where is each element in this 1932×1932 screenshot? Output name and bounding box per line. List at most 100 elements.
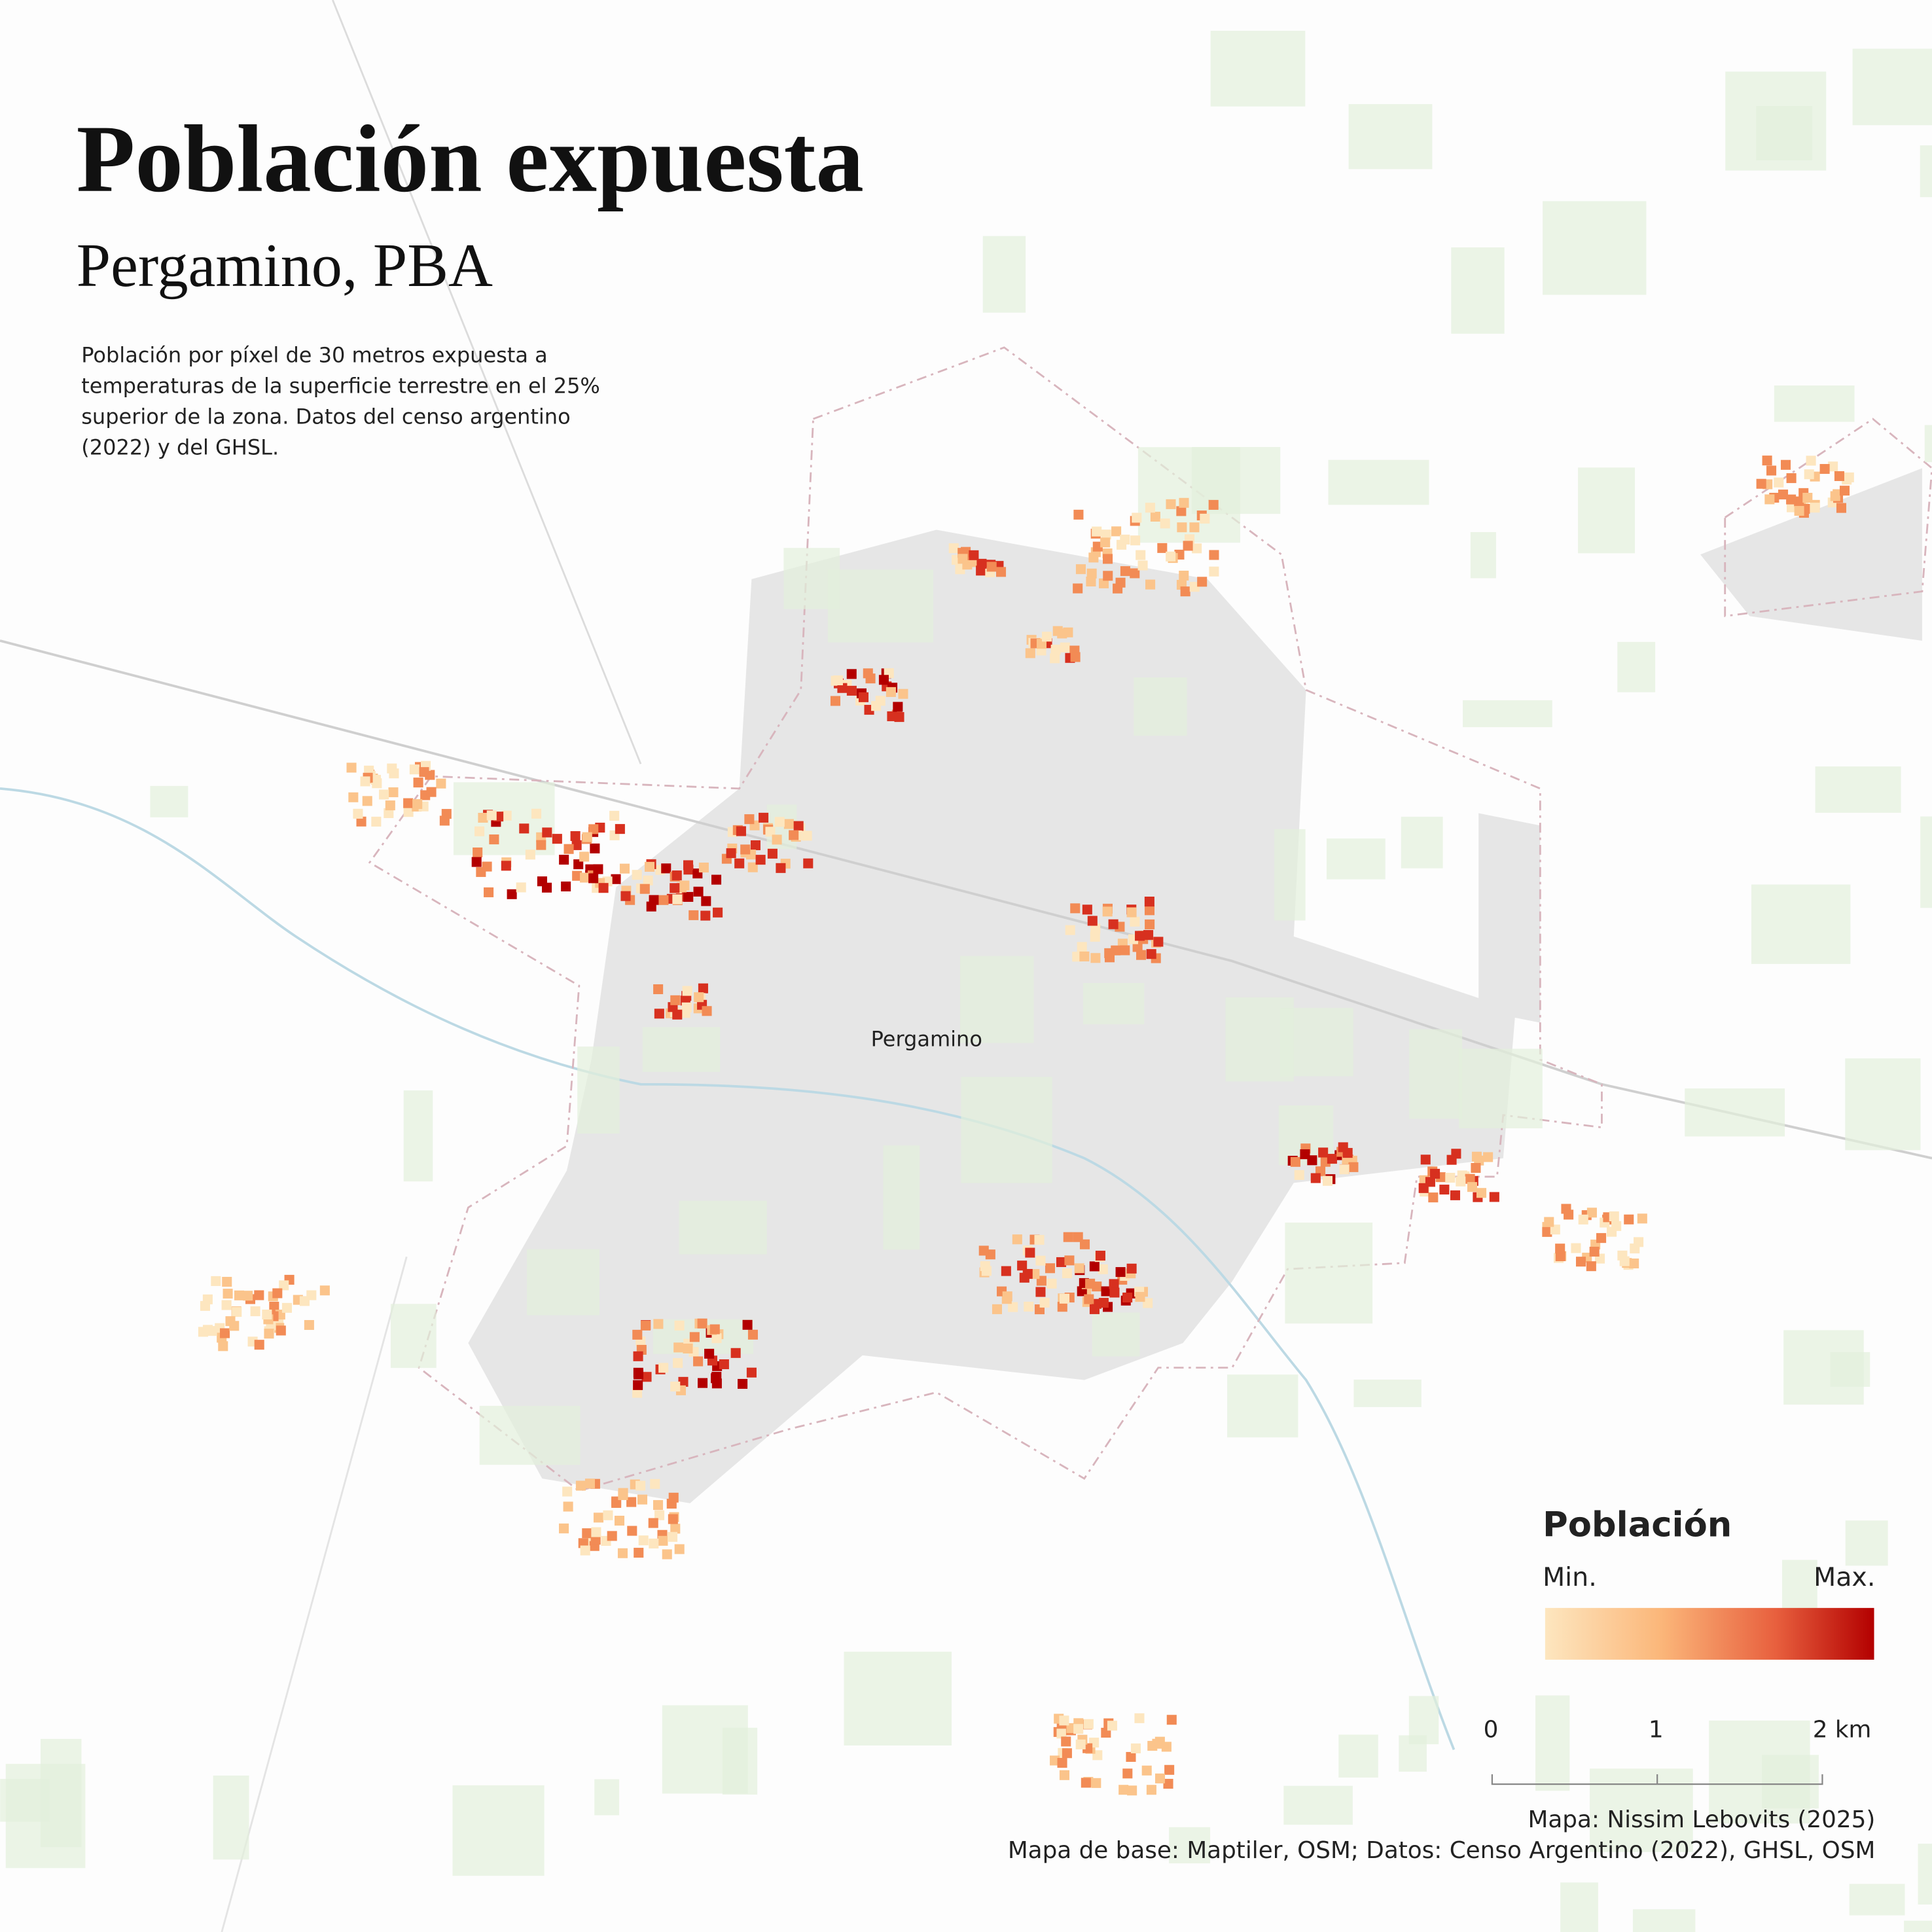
exposure-pixel bbox=[1166, 1715, 1177, 1725]
field bbox=[1283, 1785, 1353, 1825]
exposure-pixel bbox=[1092, 526, 1102, 537]
exposure-pixel bbox=[639, 884, 650, 894]
credit: Mapa: Nissim Lebovits (2025) bbox=[1528, 1806, 1876, 1833]
field bbox=[1725, 71, 1827, 171]
exposure-pixel bbox=[1141, 1765, 1152, 1776]
exposure-pixel bbox=[693, 1356, 704, 1367]
exposure-pixel bbox=[1102, 906, 1113, 917]
exposure-pixel bbox=[1629, 1258, 1639, 1269]
exposure-pixel bbox=[683, 891, 694, 902]
exposure-pixel bbox=[1810, 503, 1820, 513]
exposure-pixel bbox=[653, 984, 664, 995]
exposure-pixel bbox=[1806, 456, 1816, 466]
exposure-pixel bbox=[542, 827, 552, 838]
exposure-pixel bbox=[767, 848, 778, 859]
exposure-pixel bbox=[1050, 645, 1061, 655]
exposure-pixel bbox=[1146, 1785, 1156, 1795]
exposure-pixel bbox=[1786, 473, 1797, 484]
exposure-pixel bbox=[1056, 1728, 1067, 1739]
exposure-pixel bbox=[537, 876, 547, 887]
exposure-pixel bbox=[486, 810, 497, 821]
field bbox=[1326, 838, 1386, 880]
exposure-pixel bbox=[673, 1358, 683, 1368]
exposure-pixel bbox=[713, 907, 723, 918]
description-line: superior de la zona. Datos del censo arg… bbox=[81, 404, 570, 429]
exposure-pixel bbox=[978, 1245, 989, 1256]
exposure-pixel bbox=[683, 860, 694, 870]
exposure-pixel bbox=[306, 1290, 317, 1300]
field bbox=[1774, 385, 1855, 422]
exposure-pixel bbox=[1103, 571, 1113, 581]
exposure-pixel bbox=[898, 689, 908, 699]
exposure-pixel bbox=[1070, 903, 1081, 914]
exposure-pixel bbox=[765, 827, 776, 837]
exposure-pixel bbox=[1089, 1261, 1100, 1272]
exposure-pixel bbox=[471, 857, 482, 867]
exposure-pixel bbox=[1122, 1293, 1133, 1303]
exposure-pixel bbox=[1025, 1247, 1035, 1258]
exposure-pixel bbox=[1126, 1263, 1137, 1274]
exposure-pixel bbox=[1471, 1163, 1481, 1173]
exposure-pixel bbox=[611, 1497, 622, 1508]
exposure-pixel bbox=[776, 863, 786, 873]
exposure-pixel bbox=[579, 851, 590, 862]
field bbox=[1458, 1048, 1543, 1128]
exposure-pixel bbox=[1092, 541, 1103, 552]
exposure-pixel bbox=[644, 861, 655, 872]
exposure-pixel bbox=[1090, 953, 1101, 963]
exposure-pixel bbox=[1126, 1751, 1136, 1762]
exposure-pixel bbox=[1126, 907, 1137, 918]
exposure-pixel bbox=[1144, 897, 1154, 907]
exposure-pixel bbox=[582, 832, 592, 842]
exposure-pixel bbox=[575, 1480, 586, 1491]
description: Población por píxel de 30 metros expuest… bbox=[81, 343, 600, 460]
exposure-pixel bbox=[1766, 465, 1777, 476]
exposure-pixel bbox=[673, 1342, 684, 1353]
exposure-pixel bbox=[211, 1276, 221, 1286]
exposure-pixel bbox=[1209, 550, 1219, 560]
exposure-pixel bbox=[1130, 916, 1140, 927]
exposure-pixel bbox=[1057, 1302, 1067, 1312]
exposure-pixel bbox=[1189, 522, 1200, 533]
exposure-pixel bbox=[648, 1518, 658, 1528]
scale-label: 0 bbox=[1484, 1717, 1499, 1744]
exposure-pixel bbox=[1095, 1251, 1105, 1261]
exposure-pixel bbox=[633, 1380, 643, 1390]
field bbox=[1134, 677, 1187, 736]
exposure-pixel bbox=[1774, 477, 1784, 488]
exposure-pixel bbox=[1322, 1175, 1333, 1186]
exposure-pixel bbox=[572, 870, 582, 881]
exposure-pixel bbox=[1002, 1291, 1012, 1302]
district-boundary bbox=[1724, 418, 1932, 617]
exposure-pixel bbox=[846, 685, 857, 696]
exposure-pixel bbox=[1778, 490, 1789, 500]
field bbox=[1338, 1734, 1378, 1778]
exposure-pixel bbox=[603, 1510, 613, 1520]
exposure-pixel bbox=[346, 762, 357, 773]
exposure-pixel bbox=[1012, 1234, 1022, 1245]
field bbox=[1285, 1223, 1373, 1324]
exposure-pixel bbox=[1145, 919, 1155, 929]
exposure-pixel bbox=[1143, 930, 1154, 940]
exposure-pixel bbox=[1166, 551, 1176, 562]
exposure-pixel bbox=[711, 1373, 721, 1384]
exposure-pixel bbox=[1101, 529, 1111, 540]
exposure-pixel bbox=[1008, 1302, 1018, 1312]
exposure-pixel bbox=[627, 1526, 637, 1536]
exposure-pixel bbox=[1085, 1278, 1096, 1289]
exposure-pixel bbox=[1294, 1170, 1304, 1180]
exposure-pixel bbox=[1209, 566, 1219, 577]
exposure-pixel bbox=[640, 1320, 651, 1331]
exposure-pixel bbox=[611, 874, 621, 884]
field bbox=[1904, 1920, 1932, 1932]
exposure-pixel bbox=[1179, 497, 1189, 508]
field bbox=[1845, 1520, 1888, 1566]
exposure-pixel bbox=[362, 796, 372, 806]
exposure-pixel bbox=[649, 1538, 659, 1548]
field bbox=[1227, 1374, 1298, 1438]
exposure-pixel bbox=[635, 1480, 646, 1491]
exposure-pixel bbox=[516, 882, 526, 893]
exposure-pixel bbox=[573, 859, 584, 870]
exposure-pixel bbox=[1100, 537, 1111, 548]
exposure-pixel bbox=[1450, 1190, 1460, 1200]
